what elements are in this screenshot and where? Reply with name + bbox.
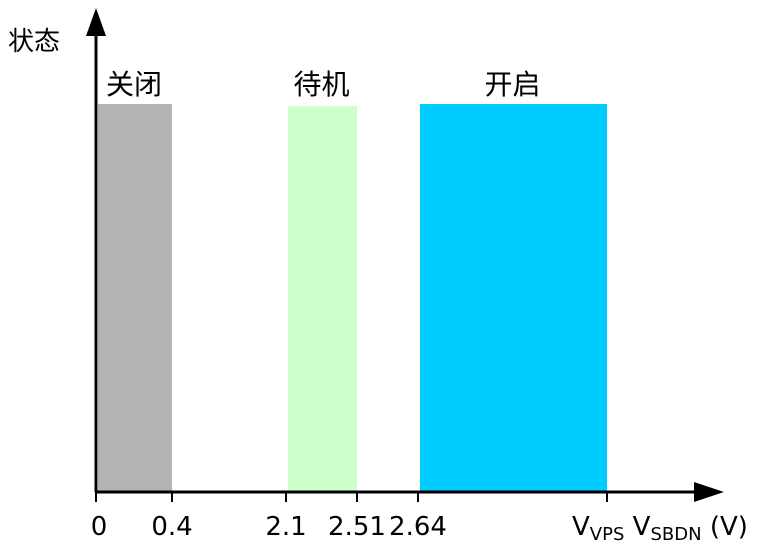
- x-axis-label-sub-vps: VPS: [590, 524, 625, 544]
- x-tick-label: 2.64: [389, 512, 447, 542]
- x-ticks: [95, 492, 608, 502]
- x-tick-label: 2.51: [328, 512, 386, 542]
- y-axis-arrow: [86, 8, 106, 36]
- x-axis-label: VVPS VSBDN (V): [572, 512, 748, 544]
- x-tick-label: 2.1: [265, 512, 306, 542]
- region-bar-standby: [288, 106, 357, 492]
- region-label-off: 关闭: [106, 68, 162, 101]
- x-axis-label-unit: (V): [702, 512, 748, 542]
- region-bar-on: [420, 104, 607, 492]
- x-tick-label: 0: [91, 512, 108, 542]
- x-axis-label-sub-sbdn: SBDN: [650, 524, 701, 544]
- region-bar-off: [98, 104, 172, 492]
- region-label-standby: 待机: [293, 68, 349, 101]
- x-axis-label-v2: V: [624, 512, 650, 542]
- x-axis-arrow: [694, 482, 724, 502]
- region-bars: [98, 104, 607, 492]
- x-axis-label-v1: V: [572, 512, 590, 542]
- y-axis-label: 状态: [8, 27, 60, 57]
- region-label-on: 开启: [484, 68, 540, 101]
- x-tick-label: 0.4: [151, 512, 192, 542]
